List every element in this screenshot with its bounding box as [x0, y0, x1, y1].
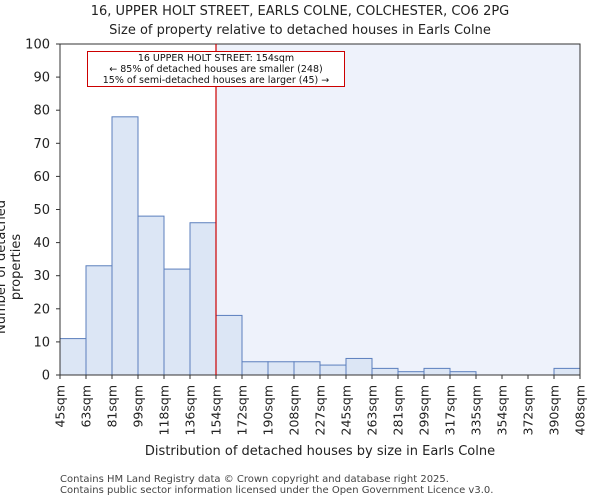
annotation-line-3: 15% of semi-detached houses are larger (…	[102, 75, 330, 86]
x-tick-label: 227sqm	[313, 385, 328, 435]
x-tick-label: 354sqm	[495, 385, 510, 435]
bar	[163, 268, 191, 376]
bar	[241, 361, 269, 376]
x-tick-label: 263sqm	[365, 385, 380, 435]
bar	[137, 215, 165, 376]
highlight-region	[216, 44, 580, 375]
footer-copyright: Contains HM Land Registry data © Crown c…	[60, 474, 449, 485]
bar	[85, 265, 113, 376]
x-tick-label: 299sqm	[417, 385, 432, 435]
bar	[345, 357, 373, 376]
bar	[553, 367, 581, 376]
y-tick-label: 60	[33, 170, 50, 185]
bar	[319, 364, 347, 376]
x-tick-label: 245sqm	[339, 385, 354, 435]
x-tick-label: 154sqm	[209, 385, 224, 435]
property-annotation: 16 UPPER HOLT STREET: 154sqm ← 85% of de…	[87, 51, 345, 87]
annotation-line-2: ← 85% of detached houses are smaller (24…	[109, 64, 323, 75]
y-tick-label: 50	[33, 203, 50, 218]
x-tick-label: 335sqm	[469, 385, 484, 435]
y-tick-label: 100	[25, 38, 50, 53]
x-tick-label: 99sqm	[131, 385, 146, 428]
x-tick-label: 63sqm	[79, 385, 94, 428]
x-tick-label: 372sqm	[521, 385, 536, 435]
bar	[293, 361, 321, 376]
x-axis-label: Distribution of detached houses by size …	[144, 444, 496, 459]
bar	[111, 116, 139, 376]
bar	[371, 367, 399, 376]
y-tick-label: 10	[33, 335, 50, 350]
y-tick-label: 70	[33, 137, 50, 152]
y-tick-label: 80	[33, 104, 50, 119]
x-tick-label: 408sqm	[573, 385, 588, 435]
x-tick-label: 190sqm	[261, 385, 276, 435]
y-tick-label: 0	[42, 369, 50, 384]
x-tick-label: 136sqm	[183, 385, 198, 435]
annotation-line-1: 16 UPPER HOLT STREET: 154sqm	[137, 53, 295, 64]
x-tick-label: 81sqm	[105, 385, 120, 428]
bar	[267, 361, 295, 376]
chart-title: 16, UPPER HOLT STREET, EARLS COLNE, COLC…	[90, 4, 510, 19]
x-tick-label: 208sqm	[287, 385, 302, 435]
y-tick-label: 40	[33, 236, 50, 251]
bar	[423, 367, 451, 376]
y-tick-label: 20	[33, 302, 50, 317]
y-tick-label: 30	[33, 269, 50, 284]
bar	[189, 222, 217, 376]
bar	[215, 314, 243, 376]
chart-subtitle: Size of property relative to detached ho…	[109, 23, 491, 38]
bar	[59, 338, 87, 376]
x-tick-label: 45sqm	[53, 385, 68, 428]
x-tick-label: 118sqm	[157, 385, 172, 435]
y-axis-label: Number of detached properties	[0, 200, 24, 334]
x-tick-label: 390sqm	[547, 385, 562, 435]
y-tick-label: 90	[33, 71, 50, 86]
x-tick-label: 172sqm	[235, 385, 250, 435]
x-tick-label: 317sqm	[443, 385, 458, 435]
x-tick-label: 281sqm	[391, 385, 406, 435]
footer-licence: Contains public sector information licen…	[60, 485, 494, 496]
